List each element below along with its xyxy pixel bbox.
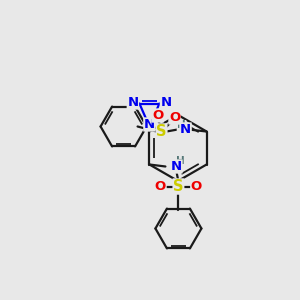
Text: O: O <box>169 111 180 124</box>
Text: O: O <box>152 109 163 122</box>
Text: N: N <box>160 96 172 109</box>
Text: N: N <box>180 123 191 136</box>
Text: S: S <box>156 124 167 139</box>
Text: H: H <box>176 155 185 166</box>
Text: O: O <box>191 180 202 193</box>
Text: O: O <box>155 180 166 193</box>
Text: N: N <box>171 160 182 173</box>
Text: S: S <box>173 179 184 194</box>
Text: N: N <box>127 96 138 109</box>
Text: N: N <box>144 118 155 131</box>
Text: H: H <box>177 121 186 130</box>
